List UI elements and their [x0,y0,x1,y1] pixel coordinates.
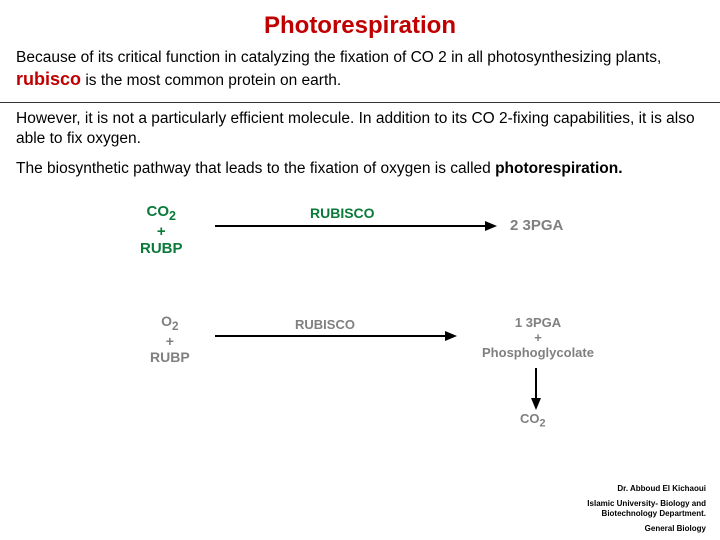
footer: Dr. Abboud El Kichaoui Islamic Universit… [587,480,706,534]
r1-arrow-head [485,221,497,231]
r1-co: CO [147,203,170,220]
footer-dept: Islamic University- Biology and Biotechn… [587,499,706,520]
r1-enzyme: RUBISCO [310,205,375,221]
p1-text-b: is the most common protein on earth. [81,72,341,89]
r2-co2-sub: 2 [540,418,546,430]
p3-text-a: The biosynthetic pathway that leads to t… [16,160,495,177]
r2-prod-plus: + [534,330,542,345]
r2-prod-line1: 1 3PGA [515,315,561,330]
r1-plus: + [157,223,166,240]
page-title: Photorespiration [0,0,720,48]
r2-arrow-line [215,335,445,337]
r2-down-arrow-line [535,368,537,398]
p1-text-a: Because of its critical function in cata… [16,49,661,66]
reaction-diagram: CO2 + RUBP RUBISCO 2 3PGA O2 + RUBP RUBI… [0,195,720,445]
r2-down-arrow-head [531,398,541,410]
r2-co2-product: CO2 [520,411,546,430]
r2-product: 1 3PGA + Phosphoglycolate [468,315,608,360]
r1-product: 2 3PGA [510,217,563,234]
r2-co2-text: CO [520,411,540,426]
r1-reactant: CO2 + RUBP [140,203,183,257]
p1-emphasis: rubisco [16,69,81,89]
r2-rubp: RUBP [150,349,190,365]
footer-dept2: Biotechnology Department. [602,509,706,518]
paragraph-3: The biosynthetic pathway that leads to t… [0,159,720,189]
r1-arrow-line [215,225,485,227]
paragraph-1: Because of its critical function in cata… [0,48,720,102]
divider [0,102,720,103]
r2-o-sub: 2 [172,320,178,333]
p3-bold: photorespiration. [495,160,622,177]
r2-arrow-head [445,331,457,341]
footer-author: Dr. Abboud El Kichaoui [587,484,706,494]
r2-reactant: O2 + RUBP [150,313,190,365]
footer-course: General Biology [587,524,706,534]
footer-dept1: Islamic University- Biology and [587,499,706,508]
r2-enzyme: RUBISCO [295,317,355,332]
r1-rubp: RUBP [140,240,183,257]
paragraph-2: However, it is not a particularly effici… [0,109,720,159]
r1-co-sub: 2 [169,209,176,223]
r2-prod-line2: Phosphoglycolate [482,345,594,360]
r2-o: O [161,313,172,329]
r2-plus: + [166,333,174,349]
